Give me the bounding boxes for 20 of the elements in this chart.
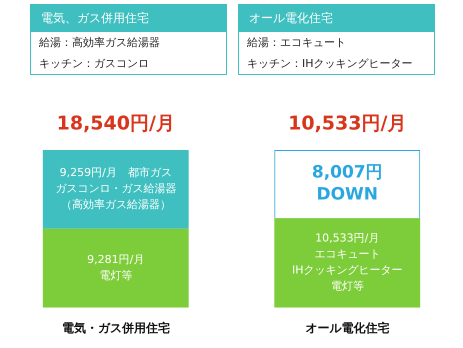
data-label: 10,533円/月 — [315, 232, 380, 245]
annotation: （高効率ガス給湯器） — [60, 198, 171, 212]
text: 電気、ガス併用住宅 — [31, 5, 226, 32]
annotation: エコキュート — [314, 248, 380, 261]
text: キッチン：ガスコンロ — [38, 56, 150, 72]
annotation: DOWN — [316, 184, 378, 204]
annotation: 電灯等 — [99, 269, 132, 282]
text: 給湯：高効率ガス給湯器 — [38, 35, 161, 51]
annotation: 18,540円/月 — [56, 112, 175, 134]
data-label: 8,007円 — [312, 162, 383, 182]
annotation: 10,533円/月 — [288, 112, 406, 134]
annotation: IHクッキングヒーター — [292, 264, 403, 277]
annotation: 電灯等 — [330, 280, 364, 293]
text: オール電化住宅 — [239, 5, 434, 32]
data-label: 9,281円/月 — [87, 253, 144, 266]
x-tick-label: 電気・ガス併用住宅 — [62, 320, 170, 335]
text: キッチン：IHクッキングヒーター — [246, 56, 414, 72]
text: 給湯：エコキュート — [246, 35, 347, 51]
annotation: ガスコンロ・ガス給湯器 — [55, 182, 176, 196]
data-label: 9,259円/月 都市ガス — [60, 166, 172, 180]
